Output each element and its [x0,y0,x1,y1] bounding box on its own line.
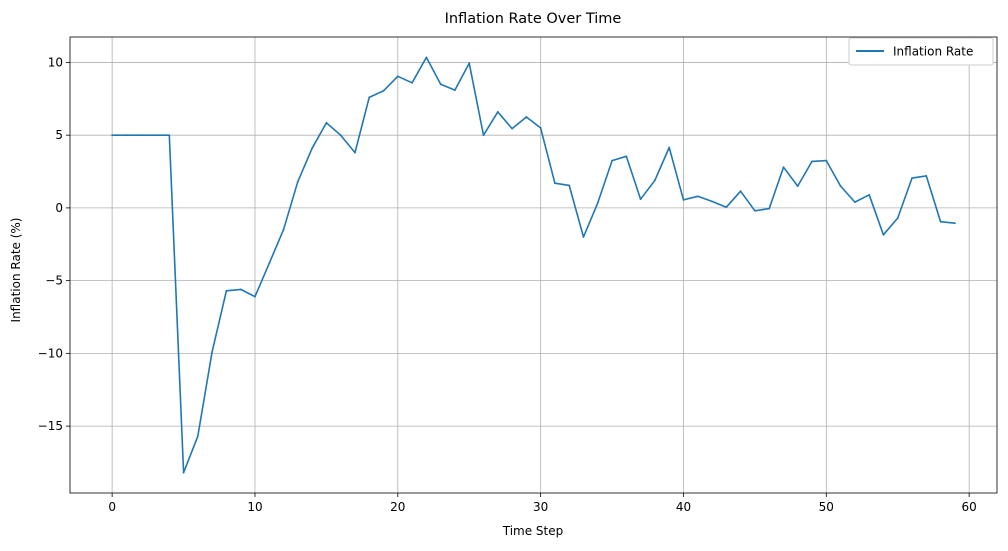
data-point [182,471,185,474]
series-line-inflation-rate [112,56,955,474]
data-point [311,147,313,150]
x-tick-label: 50 [819,500,834,514]
y-tick-label: −5 [45,274,63,288]
y-tick-label: 5 [55,128,63,142]
data-point [754,209,756,212]
data-point [168,134,171,137]
data-point [668,146,671,149]
data-point [696,195,699,198]
axis-ticks: 0 10 20 30 40 50 60 −15 −10 −5 0 5 10 [38,55,977,514]
data-point [725,206,728,209]
y-axis-label: Inflation Rate (%) [9,218,23,323]
data-point [139,134,142,137]
data-point [811,160,813,163]
x-tick-label: 30 [533,500,548,514]
data-point [439,83,442,86]
data-point [554,182,556,185]
data-point [496,111,499,113]
data-point [896,217,899,220]
data-point [411,81,413,84]
data-point [539,127,542,129]
data-point [911,177,913,180]
data-point [825,159,828,162]
chart-title: Inflation Rate Over Time [445,11,622,27]
data-point [482,134,485,137]
x-tick-label: 0 [108,500,116,514]
data-point [839,185,842,188]
data-point [354,151,356,154]
data-point [454,89,456,91]
axes-frame [69,36,998,494]
legend-frame [848,37,994,66]
data-point [339,134,342,137]
series-layer [111,56,956,474]
grid [70,37,997,493]
data-point [739,190,742,193]
data-point [239,288,242,291]
data-point [268,262,271,265]
data-point [225,289,228,292]
y-tick-label: 0 [55,201,63,215]
legend: Inflation Rate [848,37,994,66]
data-point [796,185,799,188]
data-point [639,198,642,201]
data-point [682,199,685,201]
y-tick-label: −10 [38,346,63,360]
data-point [111,134,113,137]
data-point [368,96,371,99]
data-point [882,233,885,236]
data-point [254,295,256,298]
x-tick-label: 10 [247,500,262,514]
data-point [125,134,128,137]
data-point [154,134,156,137]
data-point [925,175,928,177]
x-tick-label: 60 [962,500,977,514]
data-point [611,159,613,162]
data-point [711,200,713,203]
data-point [196,435,199,438]
data-point [939,220,942,223]
data-point [568,184,571,187]
data-point [954,222,956,225]
data-point [396,75,399,78]
y-tick-label: 10 [48,55,63,69]
data-point [596,201,599,204]
x-tick-label: 20 [390,500,405,514]
data-point [325,121,328,124]
data-point [654,179,656,182]
data-point [211,351,214,353]
data-point [282,228,285,231]
x-tick-label: 40 [676,500,691,514]
data-point [382,89,385,92]
data-point [296,180,299,183]
x-axis-label: Time Step [502,524,564,538]
data-point [768,207,771,210]
data-point [782,166,785,169]
data-point [525,116,528,118]
y-tick-label: −15 [38,419,63,433]
data-point [625,155,628,158]
legend-label: Inflation Rate [893,45,973,59]
data-point [425,56,428,59]
data-point [854,201,856,204]
data-point [582,236,585,238]
data-point [868,193,871,196]
data-point [511,127,513,130]
data-point [468,62,471,65]
